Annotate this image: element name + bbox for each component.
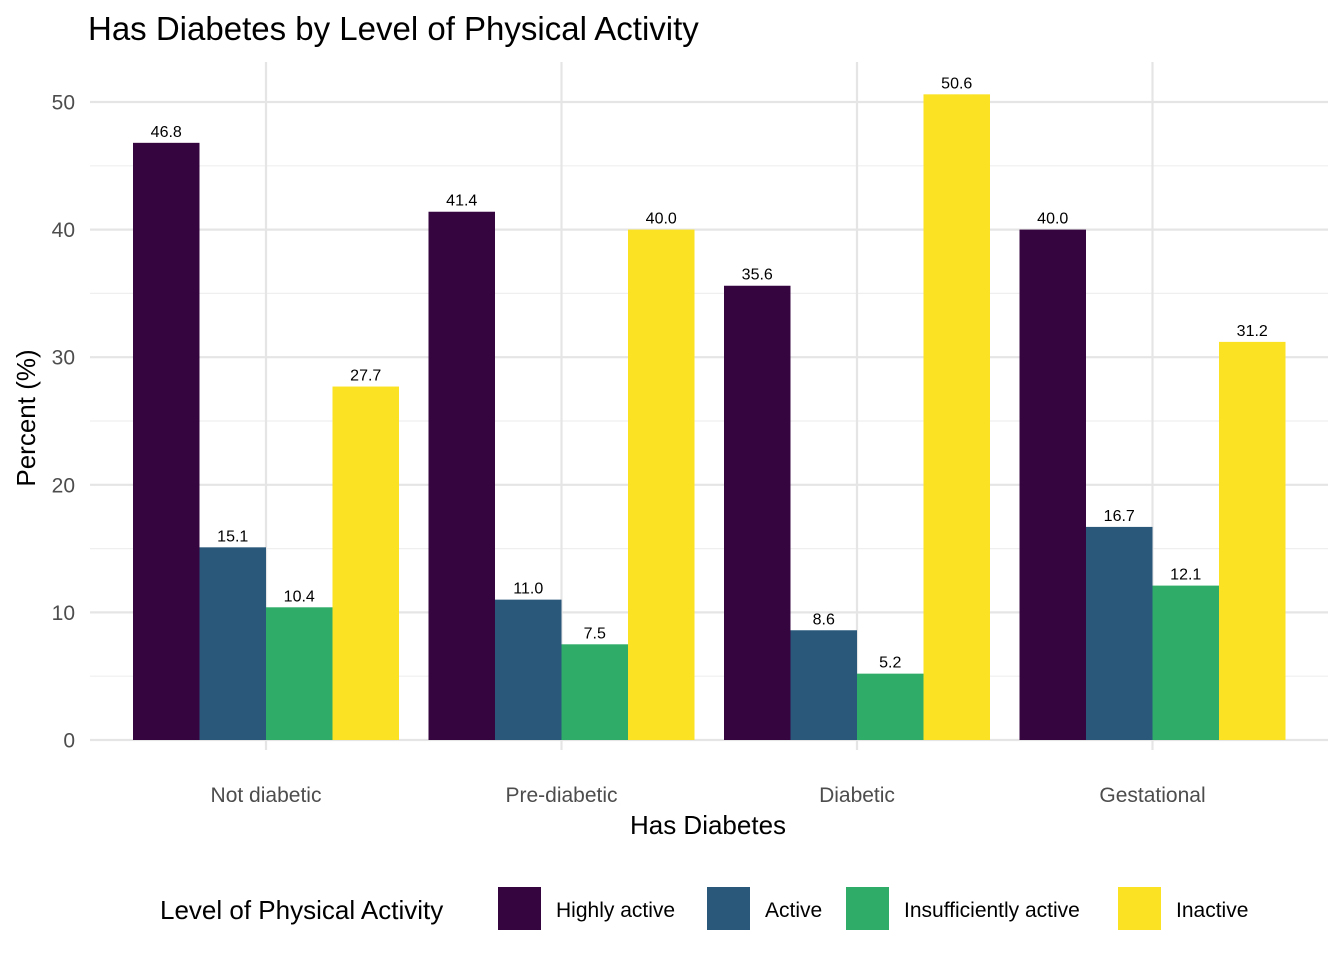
bar <box>790 630 857 740</box>
bar <box>495 599 562 740</box>
bar-value-label: 40.0 <box>646 211 677 228</box>
bar-value-label: 11.0 <box>513 581 543 598</box>
bar <box>332 386 399 740</box>
x-tick-label: Not diabetic <box>211 784 322 807</box>
bar <box>428 211 495 741</box>
bar <box>561 644 628 740</box>
bar-value-label: 50.6 <box>941 75 972 92</box>
bar-value-label: 12.1 <box>1170 567 1201 584</box>
y-tick-label: 0 <box>63 730 75 753</box>
bar <box>1086 526 1153 740</box>
bar <box>1019 229 1086 740</box>
chart-title: Has Diabetes by Level of Physical Activi… <box>88 10 699 47</box>
legend-key <box>498 887 541 930</box>
bar <box>1219 341 1286 740</box>
legend: Level of Physical Activity Highly active… <box>160 887 1248 930</box>
legend-label: Active <box>765 899 822 922</box>
x-tick-label: Pre-diabetic <box>505 784 617 807</box>
bar <box>133 142 200 740</box>
bar-value-label: 16.7 <box>1104 508 1135 525</box>
bar-value-label: 31.2 <box>1237 323 1268 340</box>
bar-value-label: 46.8 <box>151 124 182 141</box>
y-axis-ticks: 0 10 20 30 40 50 <box>52 92 75 753</box>
legend-label: Highly active <box>556 899 675 922</box>
bar-labels: 46.8 41.4 35.6 40.0 15.1 11.0 8.6 16.7 10.4 7.5 5.… <box>151 75 1268 671</box>
legend-key <box>846 887 889 930</box>
bar <box>628 229 695 740</box>
y-tick-label: 40 <box>52 219 75 242</box>
bar <box>857 673 924 740</box>
legend-key <box>707 887 750 930</box>
bar <box>724 285 791 740</box>
legend-key <box>1118 887 1161 930</box>
legend-title: Level of Physical Activity <box>160 895 443 925</box>
bar <box>923 94 990 741</box>
legend-label: Inactive <box>1176 899 1248 922</box>
legend-label: Insufficiently active <box>904 899 1080 922</box>
bar-value-label: 27.7 <box>350 368 381 385</box>
y-tick-label: 10 <box>52 602 75 625</box>
y-tick-label: 20 <box>52 474 75 497</box>
bar <box>266 607 333 740</box>
bars <box>133 94 1286 741</box>
y-tick-label: 50 <box>52 92 75 115</box>
bar <box>1152 585 1219 740</box>
bar-value-label: 35.6 <box>742 267 773 284</box>
bar-value-label: 40.0 <box>1037 211 1068 228</box>
x-axis-ticks: Not diabetic Pre-diabetic Diabetic Gestatio… <box>211 784 1206 807</box>
bar-value-label: 5.2 <box>879 655 901 672</box>
bar <box>199 547 266 740</box>
bar-value-label: 41.4 <box>446 193 477 210</box>
x-axis-title: Has Diabetes <box>630 810 786 840</box>
bar-value-label: 7.5 <box>584 625 606 642</box>
bar-value-label: 10.4 <box>284 588 315 605</box>
bar-value-label: 8.6 <box>813 611 835 628</box>
y-tick-label: 30 <box>52 347 75 370</box>
bar-value-label: 15.1 <box>217 528 248 545</box>
x-tick-label: Diabetic <box>819 784 895 807</box>
x-tick-label: Gestational <box>1099 784 1205 807</box>
y-axis-title: Percent (%) <box>11 349 41 486</box>
